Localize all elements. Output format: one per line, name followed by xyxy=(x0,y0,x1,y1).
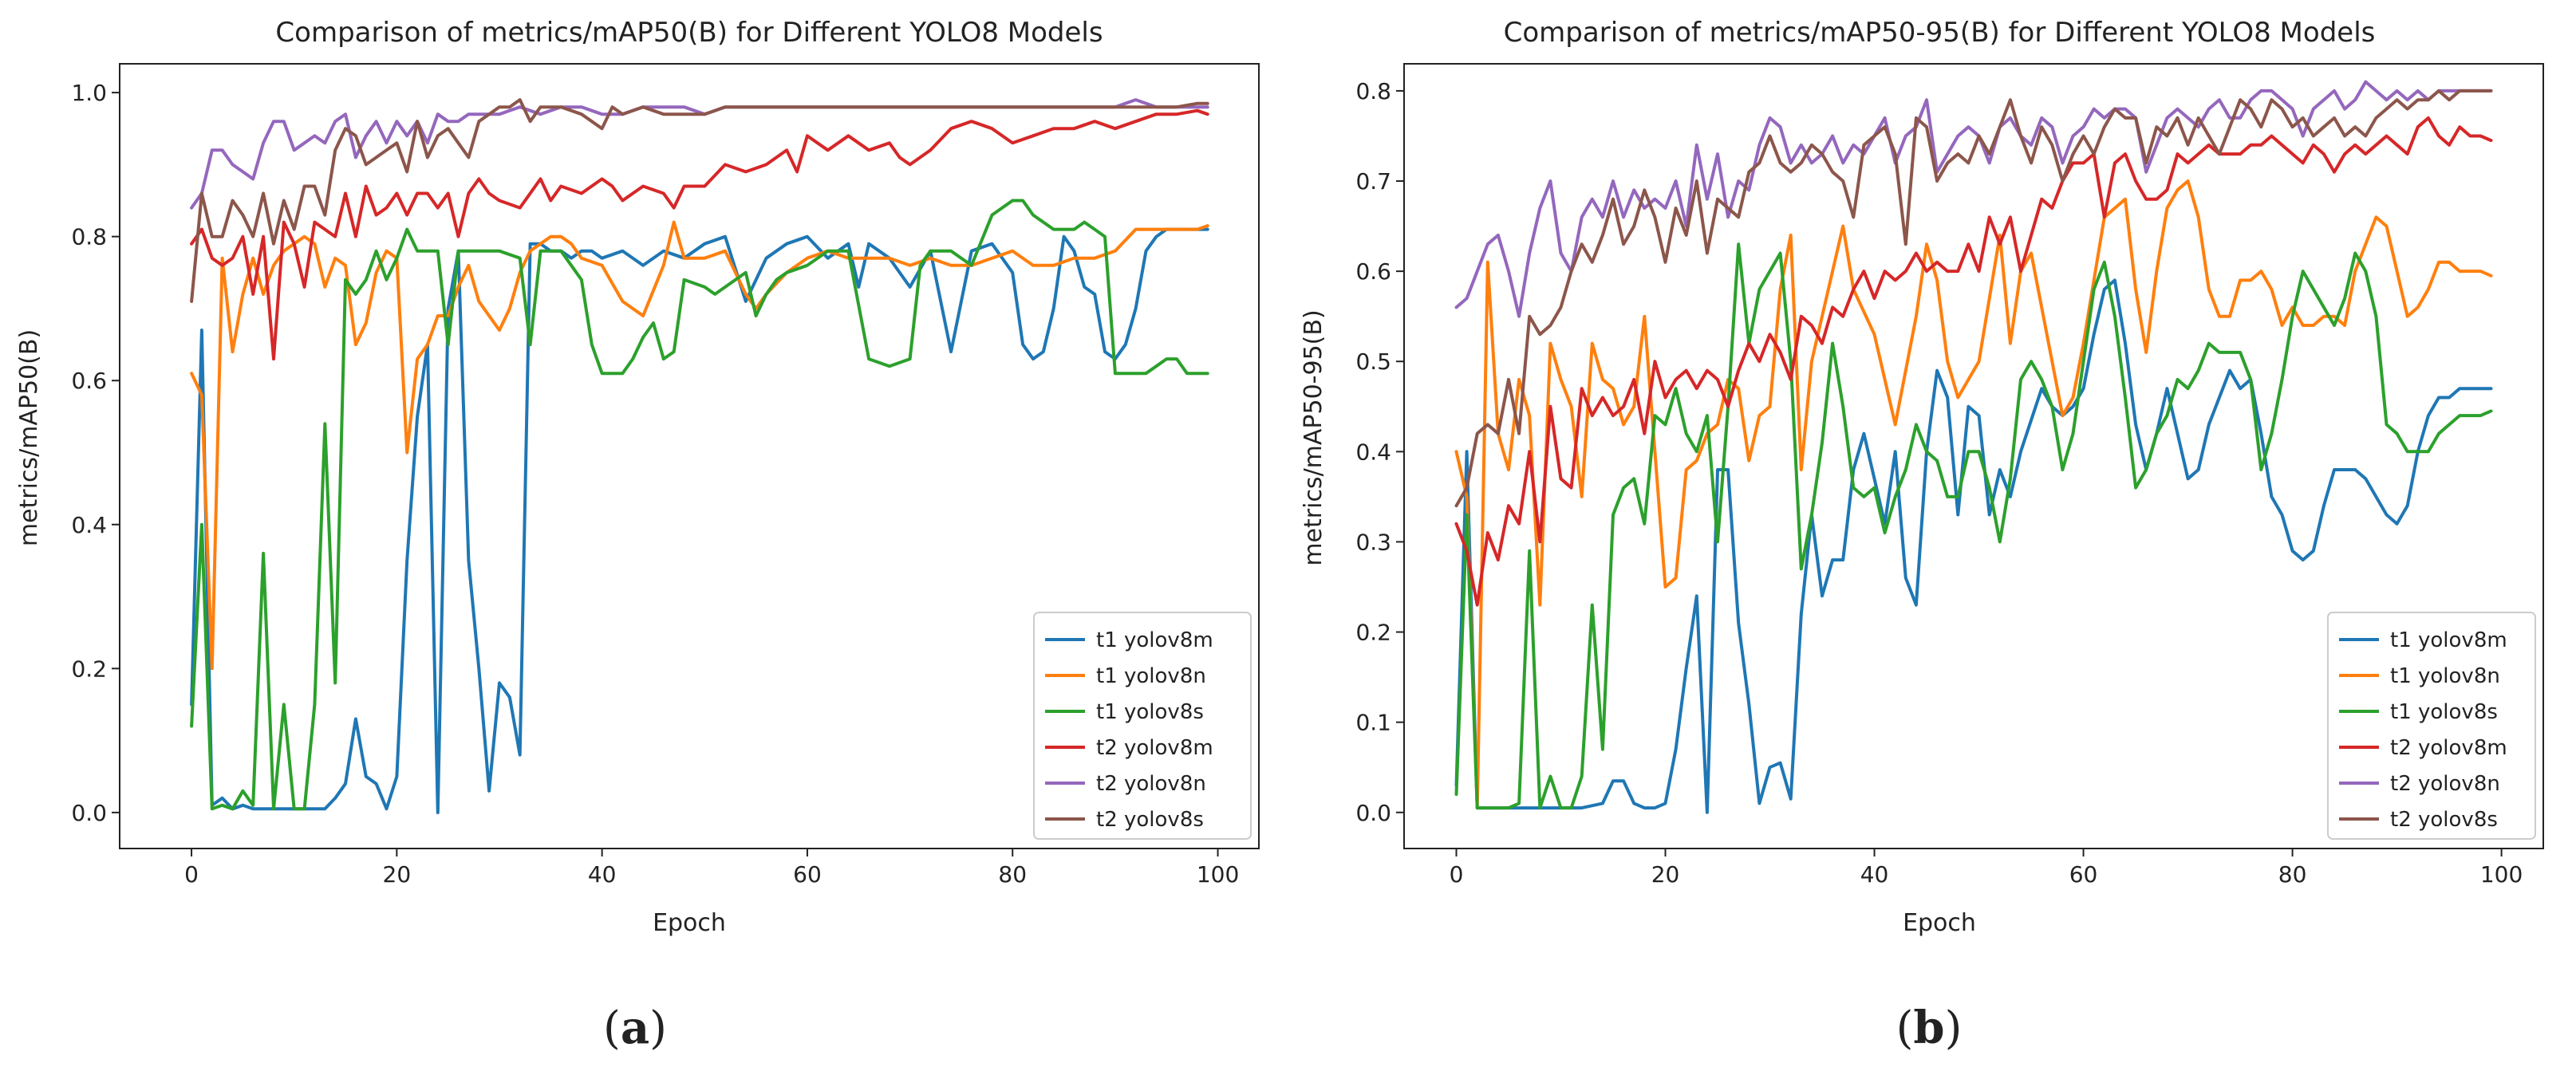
chart-a-ylabel: metrics/mAP50(B) xyxy=(15,329,43,546)
caption-a-close: ) xyxy=(649,1002,667,1054)
chart-b-legend-label: t2 yolov8s xyxy=(2390,808,2498,832)
chart-b-axes-frame xyxy=(1403,63,2544,849)
chart-a-ytick-label: 1.0 xyxy=(71,80,107,106)
caption-b-open: ( xyxy=(1896,1002,1914,1054)
chart-a-xtick-label: 60 xyxy=(793,861,822,888)
chart-b-xtick-label: 80 xyxy=(2278,861,2307,888)
chart-b-plot-area: 0 20 40 60 80 100 0.0 0.1 0.2 0.3 0.4 0.5 0.6 0.7 0.8 t… xyxy=(1355,63,2544,888)
chart-b-ytick-label: 0.4 xyxy=(1355,439,1391,465)
chart-panel-b: Comparison of metrics/mAP50-95(B) for Di… xyxy=(1300,17,2544,1054)
chart-b-title: Comparison of metrics/mAP50-95(B) for Di… xyxy=(1504,17,2376,49)
chart-a-xtick-label: 20 xyxy=(383,861,412,888)
caption-a-open: ( xyxy=(603,1002,621,1054)
chart-b-legend-label: t1 yolov8n xyxy=(2390,664,2500,688)
chart-b-legend-label: t1 yolov8m xyxy=(2390,628,2507,652)
chart-a-series-line xyxy=(190,227,1209,814)
chart-a-legend-label: t1 yolov8m xyxy=(1096,628,1213,652)
chart-a-xtick-label: 80 xyxy=(998,861,1027,888)
chart-b-ytick-label: 0.5 xyxy=(1355,348,1391,375)
chart-b-ytick-label: 0.7 xyxy=(1355,168,1391,195)
chart-b-xtick-label: 60 xyxy=(2069,861,2098,888)
chart-b-legend-label: t2 yolov8m xyxy=(2390,736,2507,760)
caption-a-letter: a xyxy=(621,1002,649,1054)
chart-a-legend-label: t2 yolov8s xyxy=(1096,808,1204,832)
chart-a-xtick-label: 100 xyxy=(1197,861,1239,888)
chart-b-legend-label: t2 yolov8n xyxy=(2390,772,2500,796)
caption-b: (b) xyxy=(1896,1002,1963,1054)
chart-b-ytick-label: 0.1 xyxy=(1355,710,1391,736)
chart-panel-a: Comparison of metrics/mAP50(B) for Diffe… xyxy=(15,17,1260,1054)
caption-b-letter: b xyxy=(1913,1002,1944,1054)
chart-b-xlabel: Epoch xyxy=(1903,909,1976,937)
caption-a: (a) xyxy=(603,1002,667,1054)
chart-a-ytick-label: 0.6 xyxy=(71,368,107,394)
caption-b-close: ) xyxy=(1945,1002,1963,1054)
chart-a-series-line xyxy=(190,108,1209,361)
chart-b-series-line xyxy=(1454,116,2493,607)
chart-a-legend-label: t2 yolov8m xyxy=(1096,736,1213,760)
chart-b-xtick-label: 40 xyxy=(1860,861,1889,888)
chart-a-ytick-label: 0.8 xyxy=(71,224,107,250)
chart-b-legend-label: t1 yolov8s xyxy=(2390,700,2498,724)
chart-b-series-line xyxy=(1454,242,2493,810)
chart-b-ytick-label: 0.6 xyxy=(1355,258,1391,285)
chart-a-ytick-label: 0.2 xyxy=(71,656,107,682)
chart-a-series-line xyxy=(190,199,1209,811)
chart-b-xtick-label: 100 xyxy=(2480,861,2523,888)
chart-a-xlabel: Epoch xyxy=(653,909,726,937)
chart-b-ytick-label: 0.8 xyxy=(1355,78,1391,104)
chart-b-series-line xyxy=(1454,80,2493,318)
chart-b-ytick-label: 0.0 xyxy=(1355,800,1391,826)
chart-a-xtick-label: 0 xyxy=(184,861,199,888)
chart-b-series-line xyxy=(1454,89,2493,508)
chart-a-series-line xyxy=(190,98,1209,303)
chart-a-ytick-label: 0.4 xyxy=(71,512,107,538)
chart-b-xtick-label: 20 xyxy=(1651,861,1680,888)
chart-b-legend-box xyxy=(2327,612,2536,840)
chart-a-legend-label: t1 yolov8s xyxy=(1096,700,1204,724)
chart-b-ytick-label: 0.2 xyxy=(1355,620,1391,646)
chart-a-legend-box xyxy=(1033,612,1252,840)
chart-b-ylabel: metrics/mAP50-95(B) xyxy=(1300,309,1327,565)
chart-a-title: Comparison of metrics/mAP50(B) for Diffe… xyxy=(275,17,1103,49)
chart-a-xtick-label: 40 xyxy=(588,861,617,888)
chart-a-axes-frame xyxy=(119,63,1260,849)
chart-a-ytick-label: 0.0 xyxy=(71,800,107,826)
chart-b-series-line xyxy=(1454,278,2493,814)
chart-b-xtick-label: 0 xyxy=(1450,861,1464,888)
chart-b-series-line xyxy=(1454,179,2493,810)
chart-a-legend-label: t1 yolov8n xyxy=(1096,664,1206,688)
chart-a-legend-label: t2 yolov8n xyxy=(1096,772,1206,796)
chart-a-plot-area: 0 20 40 60 80 100 0.0 0.2 0.4 0.6 0.8 1.0 t1 yolov8m… xyxy=(71,63,1260,888)
chart-b-ytick-label: 0.3 xyxy=(1355,529,1391,555)
